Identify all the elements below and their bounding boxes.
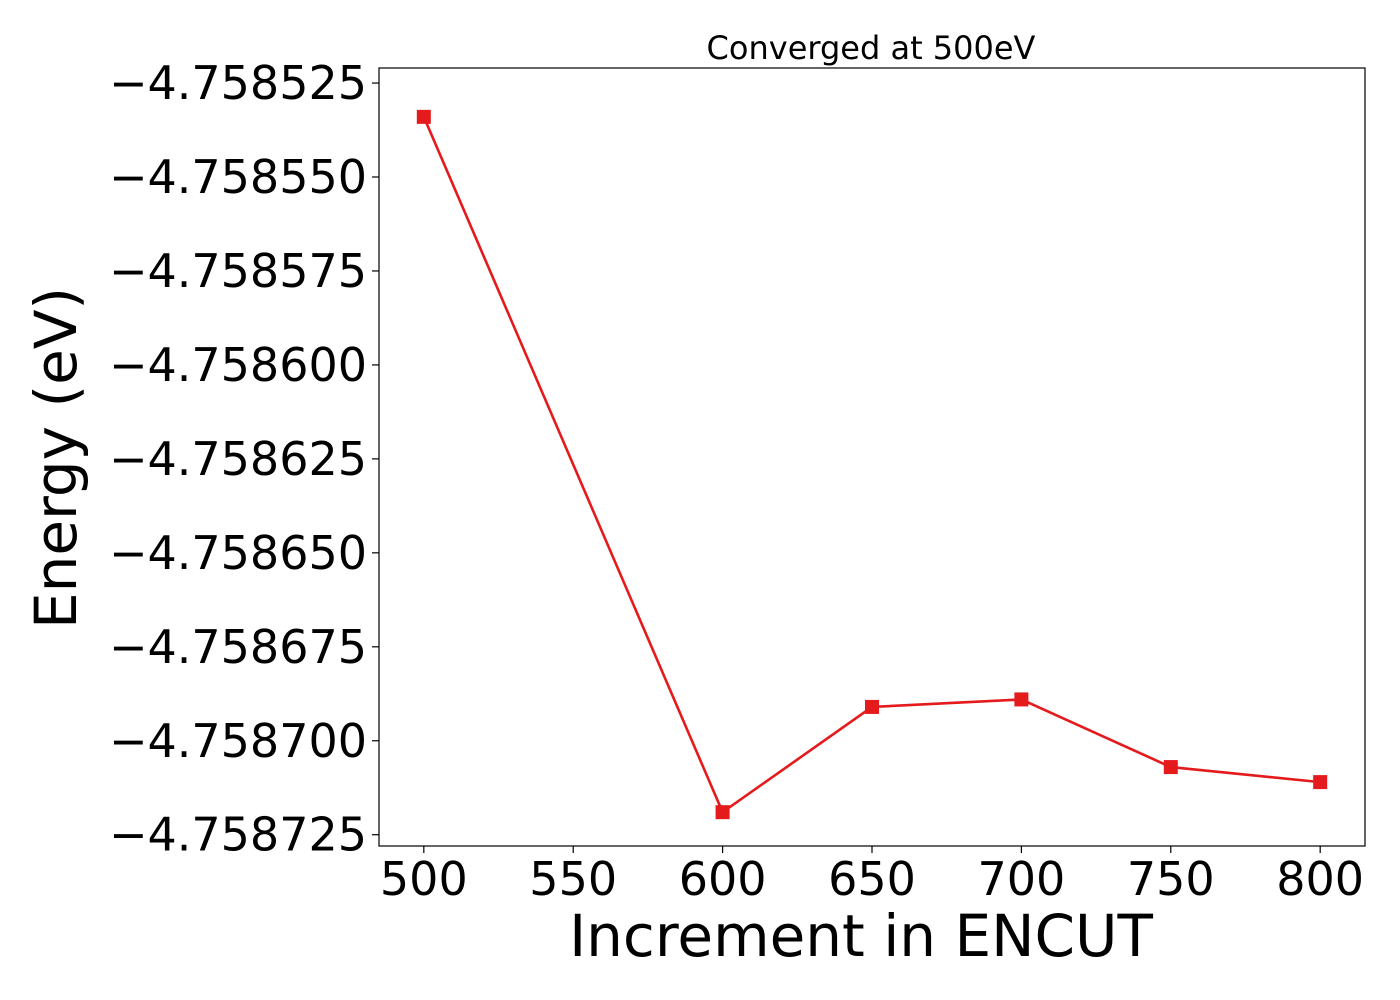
x-tick-label: 550: [529, 852, 617, 906]
x-axis-label: Increment in ENCUT: [569, 902, 1153, 970]
y-axis-label: Energy (eV): [22, 287, 90, 629]
y-tick-label: −4.758600: [109, 338, 367, 392]
x-axis: 500 550 600 650 700 750 800: [380, 846, 1364, 906]
y-tick-label: −4.758550: [109, 150, 367, 204]
y-tick-label: −4.758575: [109, 244, 367, 298]
x-tick-label: 600: [679, 852, 767, 906]
y-tick-label: −4.758675: [109, 620, 367, 674]
data-point-marker: [715, 805, 730, 820]
y-tick-label: −4.758650: [109, 526, 367, 580]
y-axis: −4.758525 −4.758550 −4.758575 −4.758600 −4.7…: [109, 56, 379, 862]
y-tick-label: −4.758525: [109, 56, 367, 110]
x-tick-label: 650: [828, 852, 916, 906]
series-line: [422, 116, 1321, 815]
x-tick-label: 750: [1127, 852, 1215, 906]
y-tick-label: −4.758700: [109, 714, 367, 768]
data-point-marker: [416, 109, 431, 124]
x-tick-label: 700: [977, 852, 1065, 906]
y-tick-label: −4.758725: [109, 808, 367, 862]
series-layer: [416, 109, 1328, 820]
data-point-marker: [1163, 760, 1178, 775]
chart-title: Converged at 500eV: [707, 29, 1036, 67]
x-tick-label: 800: [1276, 852, 1364, 906]
data-point-marker: [1014, 692, 1029, 707]
data-point-marker: [865, 699, 879, 714]
plot-area: [378, 67, 1366, 847]
data-point-marker: [1313, 775, 1328, 790]
y-tick-label: −4.758625: [109, 432, 367, 486]
x-tick-label: 500: [380, 852, 468, 906]
